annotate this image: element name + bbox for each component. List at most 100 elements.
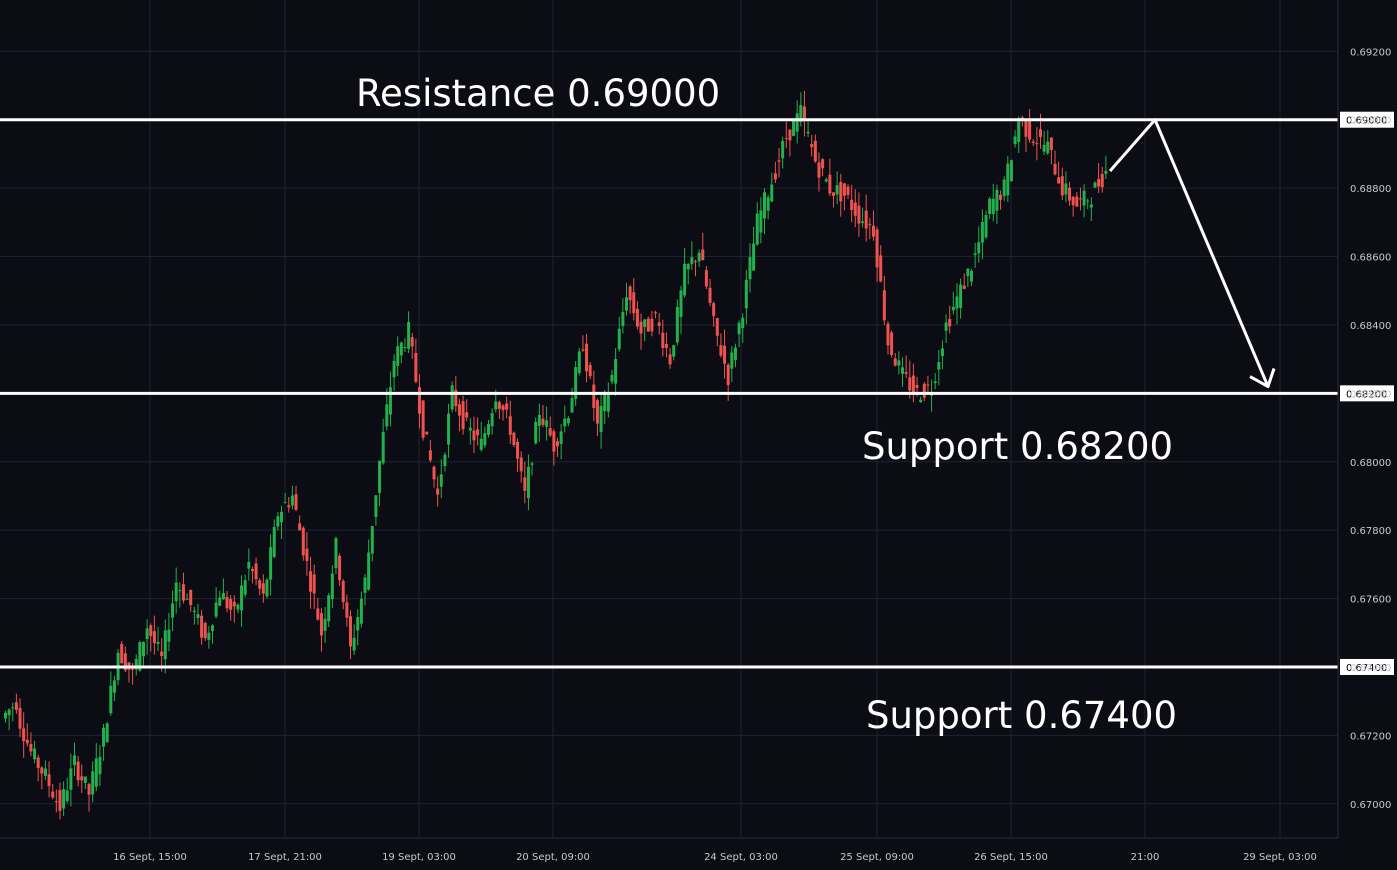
candle-body: [519, 457, 523, 472]
candle-body: [385, 404, 389, 427]
x-tick-label: 24 Sept, 03:00: [704, 852, 778, 863]
candle-body: [566, 418, 570, 424]
candle-body: [882, 290, 886, 321]
candle-body: [29, 743, 33, 752]
candle-body: [407, 321, 411, 349]
candle-body: [247, 561, 251, 569]
candle-body: [1039, 129, 1042, 137]
candle-body: [73, 755, 76, 766]
candle-body: [755, 213, 759, 245]
candle-body: [243, 580, 247, 595]
candle-body: [875, 229, 879, 268]
candle-body: [287, 505, 291, 508]
candle-body: [454, 389, 458, 407]
candle-body: [487, 424, 490, 435]
candle-body: [378, 460, 382, 493]
candle-body: [83, 776, 87, 783]
candle-body: [704, 270, 708, 287]
candle-body: [58, 790, 62, 811]
candle-body: [189, 589, 193, 606]
candle-body: [54, 801, 58, 803]
candle-body: [145, 628, 149, 640]
candle-body: [1009, 160, 1013, 182]
candle-body: [523, 477, 527, 491]
candle-body: [167, 629, 171, 642]
candle-body: [1046, 141, 1050, 154]
candle-body: [541, 418, 545, 425]
candle-body: [181, 584, 185, 601]
x-tick-label: 16 Sept, 15:00: [113, 852, 187, 863]
candle-body: [421, 400, 425, 438]
level-label: Support 0.67400: [866, 694, 1177, 737]
x-tick-label: 17 Sept, 21:00: [248, 852, 322, 863]
candle-body: [7, 709, 11, 716]
candle-body: [868, 224, 872, 226]
candle-body: [799, 105, 803, 122]
level-label: Resistance 0.69000: [356, 72, 720, 115]
candle-body: [25, 739, 29, 744]
candle-body: [708, 287, 712, 303]
candle-body: [312, 574, 316, 594]
candle-body: [301, 527, 305, 556]
candle-body: [897, 360, 901, 366]
candle-body: [984, 214, 988, 238]
candle-body: [940, 348, 944, 357]
candle-body: [501, 405, 505, 411]
candle-body: [494, 401, 498, 410]
x-tick-label: 20 Sept, 09:00: [516, 852, 590, 863]
candle-body: [991, 198, 995, 215]
candle-body: [1089, 204, 1093, 208]
level-lines: 0.69000 0.68200 0.67400: [0, 111, 1394, 675]
candle-body: [1006, 163, 1010, 196]
candle-body: [893, 358, 897, 366]
candle-body: [1071, 196, 1075, 206]
price-box-label: 0.67400: [1346, 663, 1387, 674]
candle-body: [526, 466, 530, 499]
candle-body: [134, 658, 138, 670]
candle-body: [160, 651, 164, 656]
y-tick-label: 0.67200: [1350, 731, 1391, 742]
candle-body: [363, 577, 367, 593]
candle-body: [1013, 136, 1017, 145]
candle-body: [534, 421, 538, 444]
candle-body: [334, 538, 338, 569]
candle-body: [1068, 187, 1072, 201]
price-box: [1340, 111, 1394, 128]
candle-body: [770, 184, 774, 202]
candle-body: [697, 252, 701, 262]
candle-body: [672, 345, 676, 357]
projection-arrow: [1108, 118, 1276, 389]
y-tick-label: 0.68200: [1350, 389, 1391, 400]
candle-body: [265, 579, 269, 597]
candle-body: [461, 401, 465, 430]
candle-body: [908, 377, 912, 391]
candle-body: [886, 323, 890, 346]
candle-body: [497, 402, 501, 409]
candle-body: [214, 602, 218, 617]
candle-body: [472, 430, 476, 441]
candle-body: [973, 253, 977, 256]
candle-body: [65, 790, 69, 801]
candle-body: [33, 748, 37, 760]
candle-body: [1035, 143, 1039, 145]
y-tick-label: 0.68600: [1350, 253, 1391, 264]
candle-body: [258, 580, 262, 589]
candle-body: [850, 199, 854, 211]
candle-body: [112, 680, 116, 693]
candle-body: [577, 351, 581, 374]
candle-body: [781, 140, 785, 159]
candle-body: [91, 771, 95, 795]
candle-body: [479, 438, 483, 450]
candle-body: [87, 784, 91, 795]
candle-body: [476, 429, 480, 436]
candle-body: [835, 185, 839, 195]
candle-body: [1093, 182, 1097, 188]
candle-body: [232, 601, 236, 607]
projection-line: [1108, 118, 1270, 388]
candle-body: [323, 618, 327, 631]
candle-body: [269, 547, 273, 580]
candle-body: [639, 321, 643, 334]
candle-body: [821, 159, 825, 169]
candle-body: [450, 385, 454, 410]
